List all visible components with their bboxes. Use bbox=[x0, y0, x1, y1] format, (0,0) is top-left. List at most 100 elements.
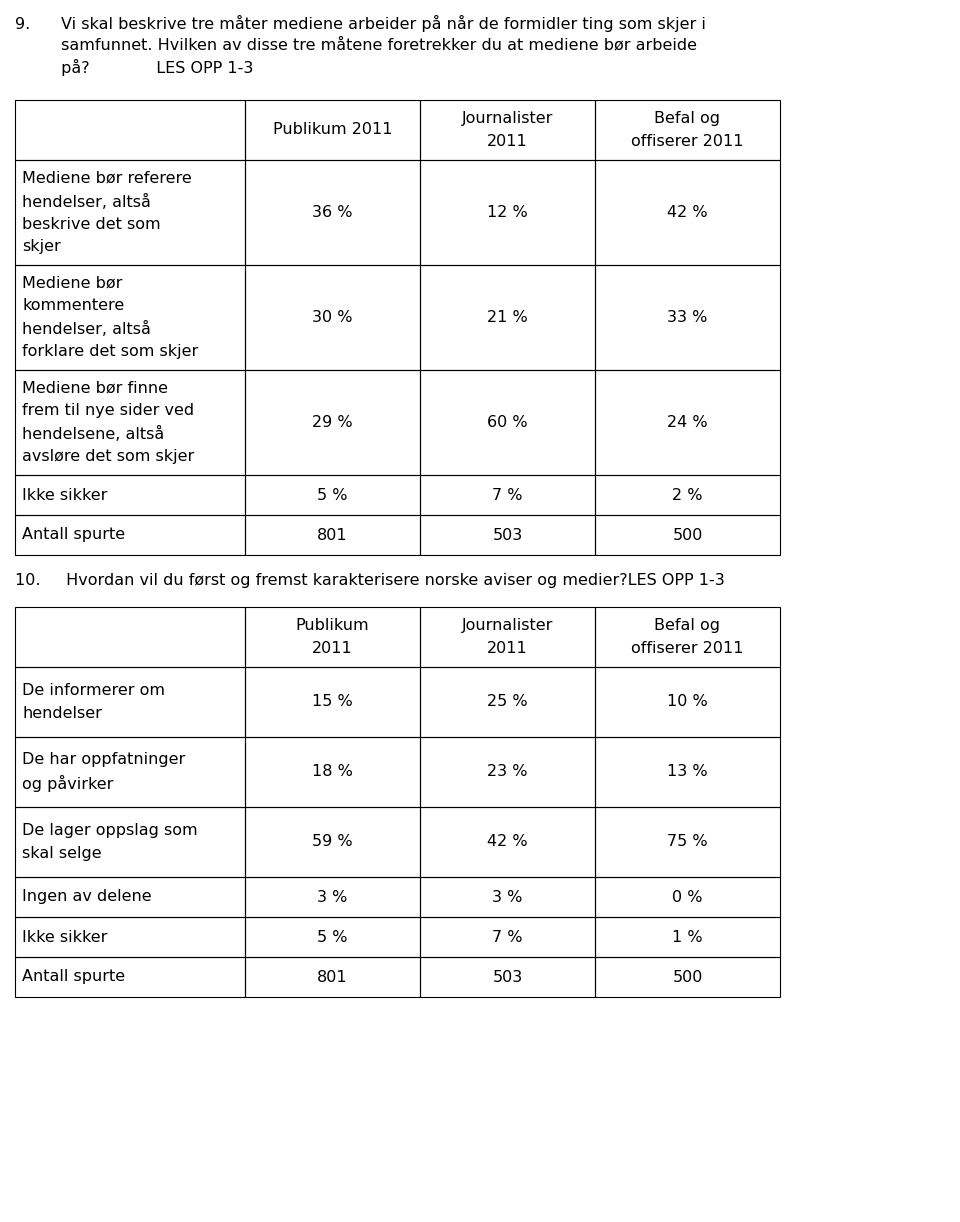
Text: 12 %: 12 % bbox=[487, 205, 528, 220]
Text: 36 %: 36 % bbox=[312, 205, 352, 220]
Bar bbox=[15, 877, 245, 916]
Text: Publikum
2011: Publikum 2011 bbox=[296, 618, 370, 655]
Bar bbox=[595, 877, 780, 916]
Bar bbox=[245, 160, 420, 265]
Text: 7 %: 7 % bbox=[492, 488, 523, 502]
Bar bbox=[15, 667, 245, 737]
Text: 3 %: 3 % bbox=[318, 890, 348, 904]
Bar bbox=[420, 737, 595, 807]
Bar bbox=[245, 667, 420, 737]
Bar bbox=[15, 607, 245, 667]
Text: Ikke sikker: Ikke sikker bbox=[22, 930, 108, 945]
Bar bbox=[15, 916, 245, 957]
Bar bbox=[245, 514, 420, 555]
Bar bbox=[245, 265, 420, 370]
Bar bbox=[420, 160, 595, 265]
Text: Mediene bør referere
hendelser, altså
beskrive det som
skjer: Mediene bør referere hendelser, altså be… bbox=[22, 171, 192, 254]
Text: 10.     Hvordan vil du først og fremst karakterisere norske aviser og medier?LES: 10. Hvordan vil du først og fremst karak… bbox=[15, 573, 725, 588]
Text: De informerer om
hendelser: De informerer om hendelser bbox=[22, 683, 165, 721]
Text: 5 %: 5 % bbox=[317, 488, 348, 502]
Bar bbox=[245, 807, 420, 877]
Bar bbox=[420, 100, 595, 160]
Bar bbox=[245, 100, 420, 160]
Bar bbox=[15, 807, 245, 877]
Text: Befal og
offiserer 2011: Befal og offiserer 2011 bbox=[632, 111, 744, 149]
Text: 18 %: 18 % bbox=[312, 765, 353, 780]
Text: 42 %: 42 % bbox=[487, 835, 528, 849]
Bar bbox=[420, 607, 595, 667]
Text: 75 %: 75 % bbox=[667, 835, 708, 849]
Bar bbox=[420, 265, 595, 370]
Bar bbox=[420, 667, 595, 737]
Bar bbox=[595, 100, 780, 160]
Bar bbox=[595, 370, 780, 475]
Bar bbox=[15, 737, 245, 807]
Bar bbox=[15, 265, 245, 370]
Text: 503: 503 bbox=[492, 969, 522, 985]
Text: 801: 801 bbox=[317, 528, 348, 543]
Bar bbox=[245, 737, 420, 807]
Bar bbox=[420, 475, 595, 514]
Text: De lager oppslag som
skal selge: De lager oppslag som skal selge bbox=[22, 824, 198, 860]
Text: Mediene bør finne
frem til nye sider ved
hendelsene, altså
avsløre det som skjer: Mediene bør finne frem til nye sider ved… bbox=[22, 381, 194, 464]
Text: 1 %: 1 % bbox=[672, 930, 703, 945]
Text: 5 %: 5 % bbox=[317, 930, 348, 945]
Bar bbox=[15, 100, 245, 160]
Bar bbox=[595, 160, 780, 265]
Text: 24 %: 24 % bbox=[667, 415, 708, 430]
Bar bbox=[595, 607, 780, 667]
Bar bbox=[15, 370, 245, 475]
Text: Ingen av delene: Ingen av delene bbox=[22, 890, 152, 904]
Bar bbox=[420, 877, 595, 916]
Text: Ikke sikker: Ikke sikker bbox=[22, 488, 108, 502]
Bar bbox=[245, 607, 420, 667]
Text: 29 %: 29 % bbox=[312, 415, 353, 430]
Text: De har oppfatninger
og påvirker: De har oppfatninger og påvirker bbox=[22, 752, 185, 792]
Text: 500: 500 bbox=[672, 969, 703, 985]
Bar bbox=[245, 370, 420, 475]
Text: 3 %: 3 % bbox=[492, 890, 522, 904]
Text: på?             LES OPP 1-3: på? LES OPP 1-3 bbox=[15, 59, 253, 76]
Bar bbox=[245, 916, 420, 957]
Text: 7 %: 7 % bbox=[492, 930, 523, 945]
Bar bbox=[595, 737, 780, 807]
Bar bbox=[420, 916, 595, 957]
Text: 13 %: 13 % bbox=[667, 765, 708, 780]
Text: 21 %: 21 % bbox=[487, 310, 528, 325]
Text: 2 %: 2 % bbox=[672, 488, 703, 502]
Bar bbox=[15, 160, 245, 265]
Text: samfunnet. Hvilken av disse tre måtene foretrekker du at mediene bør arbeide: samfunnet. Hvilken av disse tre måtene f… bbox=[15, 37, 697, 53]
Bar bbox=[595, 807, 780, 877]
Text: 9.      Vi skal beskrive tre måter mediene arbeider på når de formidler ting som: 9. Vi skal beskrive tre måter mediene ar… bbox=[15, 15, 706, 32]
Text: 801: 801 bbox=[317, 969, 348, 985]
Bar bbox=[15, 957, 245, 997]
Bar bbox=[245, 957, 420, 997]
Bar bbox=[245, 475, 420, 514]
Text: 59 %: 59 % bbox=[312, 835, 353, 849]
Bar bbox=[595, 514, 780, 555]
Text: Antall spurte: Antall spurte bbox=[22, 969, 125, 985]
Bar bbox=[420, 514, 595, 555]
Text: Journalister
2011: Journalister 2011 bbox=[462, 111, 553, 149]
Bar bbox=[595, 475, 780, 514]
Bar bbox=[595, 957, 780, 997]
Text: 25 %: 25 % bbox=[487, 694, 528, 710]
Text: Mediene bør
kommentere
hendelser, altså
forklare det som skjer: Mediene bør kommentere hendelser, altså … bbox=[22, 276, 199, 359]
Bar bbox=[420, 957, 595, 997]
Text: 30 %: 30 % bbox=[312, 310, 352, 325]
Bar bbox=[595, 667, 780, 737]
Text: 23 %: 23 % bbox=[488, 765, 528, 780]
Bar bbox=[245, 877, 420, 916]
Text: 500: 500 bbox=[672, 528, 703, 543]
Text: Antall spurte: Antall spurte bbox=[22, 528, 125, 543]
Text: Befal og
offiserer 2011: Befal og offiserer 2011 bbox=[632, 618, 744, 655]
Text: 33 %: 33 % bbox=[667, 310, 708, 325]
Bar bbox=[420, 807, 595, 877]
Text: Journalister
2011: Journalister 2011 bbox=[462, 618, 553, 655]
Text: 42 %: 42 % bbox=[667, 205, 708, 220]
Text: 15 %: 15 % bbox=[312, 694, 353, 710]
Bar bbox=[595, 265, 780, 370]
Bar bbox=[420, 370, 595, 475]
Bar bbox=[15, 475, 245, 514]
Bar bbox=[595, 916, 780, 957]
